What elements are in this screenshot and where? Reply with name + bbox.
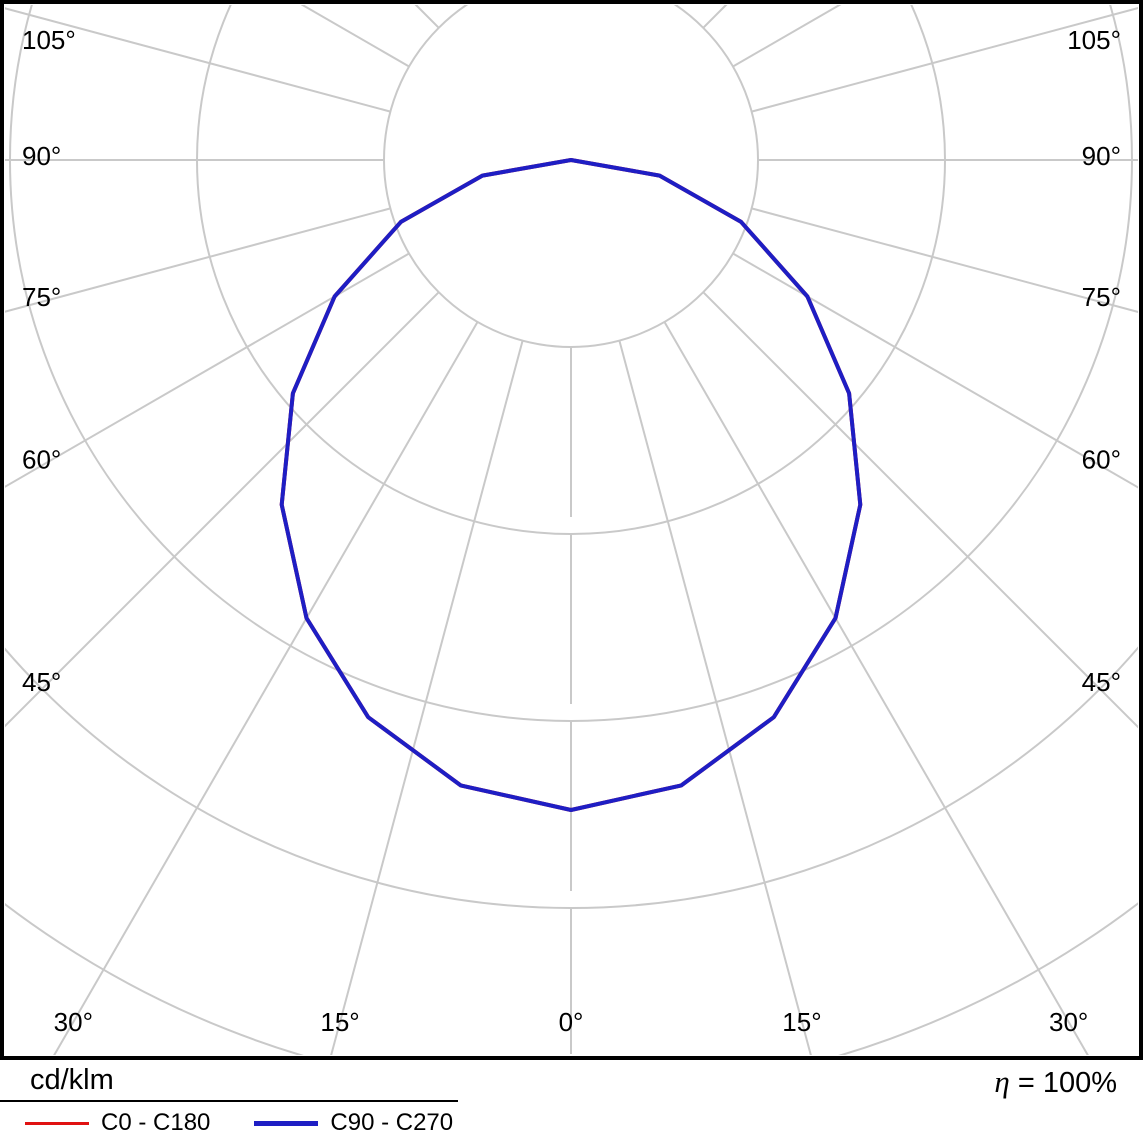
grid-radial-line (330, 340, 524, 1055)
chart-footer: cd/klm η = 100% C0 - C180 C90 - C270 (0, 1062, 1143, 1143)
angle-label: 60° (22, 445, 61, 475)
legend: C0 - C180 C90 - C270 (25, 1108, 497, 1138)
grid-radial-line (5, 252, 410, 488)
grid-radial-line (618, 340, 812, 1055)
grid-radial-line (732, 252, 1138, 489)
grid-radial-line (751, 207, 1138, 313)
angle-labels: 0° 15° 15° 30° 30° 45° 45° 60° 60° 75° 75° 90° 90° 10… (22, 25, 1121, 1037)
grid-radial-line (5, 207, 391, 313)
legend-label-c90: C90 - C270 (330, 1109, 454, 1136)
angle-label: 75° (1082, 282, 1121, 312)
grid-radial-line (5, 7, 391, 113)
divider-line (0, 1100, 458, 1102)
angle-label: 75° (22, 282, 61, 312)
legend-label-c0: C0 - C180 (101, 1109, 211, 1136)
legend-swatch-c90 (254, 1120, 319, 1126)
angle-label: 15° (782, 1007, 821, 1037)
angle-label: 105° (22, 25, 76, 55)
curve-c90-c270 (279, 158, 863, 812)
angle-label: 90° (1082, 141, 1121, 171)
eta-symbol: η (994, 1064, 1010, 1099)
polar-chart: 0° 15° 15° 30° 30° 45° 45° 60° 60° 75° 75° 90° 90° 10… (0, 0, 1143, 1060)
grid-radial-line (5, 291, 440, 728)
angle-label: 30° (54, 1007, 93, 1037)
grid-radial-line (663, 321, 1089, 1055)
angle-label: 105° (1067, 25, 1121, 55)
grid-radial-line (702, 291, 1138, 729)
angle-label: 60° (1082, 445, 1121, 475)
grid-radial-line (53, 321, 479, 1055)
eta-equation: = 100% (1009, 1067, 1117, 1099)
efficiency-value: η = 100% (994, 1064, 1117, 1100)
polar-chart-svg: 0° 15° 15° 30° 30° 45° 45° 60° 60° 75° 75° 90° 90° 10… (0, 0, 1143, 1060)
angle-label: 30° (1049, 1007, 1088, 1037)
angle-label: 0° (559, 1007, 584, 1037)
angle-label: 90° (22, 141, 61, 171)
angle-label: 45° (1082, 667, 1121, 697)
legend-swatch-c0 (25, 1121, 89, 1125)
angle-label: 45° (22, 667, 61, 697)
units-label: cd/klm (30, 1064, 114, 1096)
angle-label: 15° (320, 1007, 359, 1037)
polar-grid (5, 5, 1138, 1055)
grid-radial-line (751, 7, 1138, 113)
